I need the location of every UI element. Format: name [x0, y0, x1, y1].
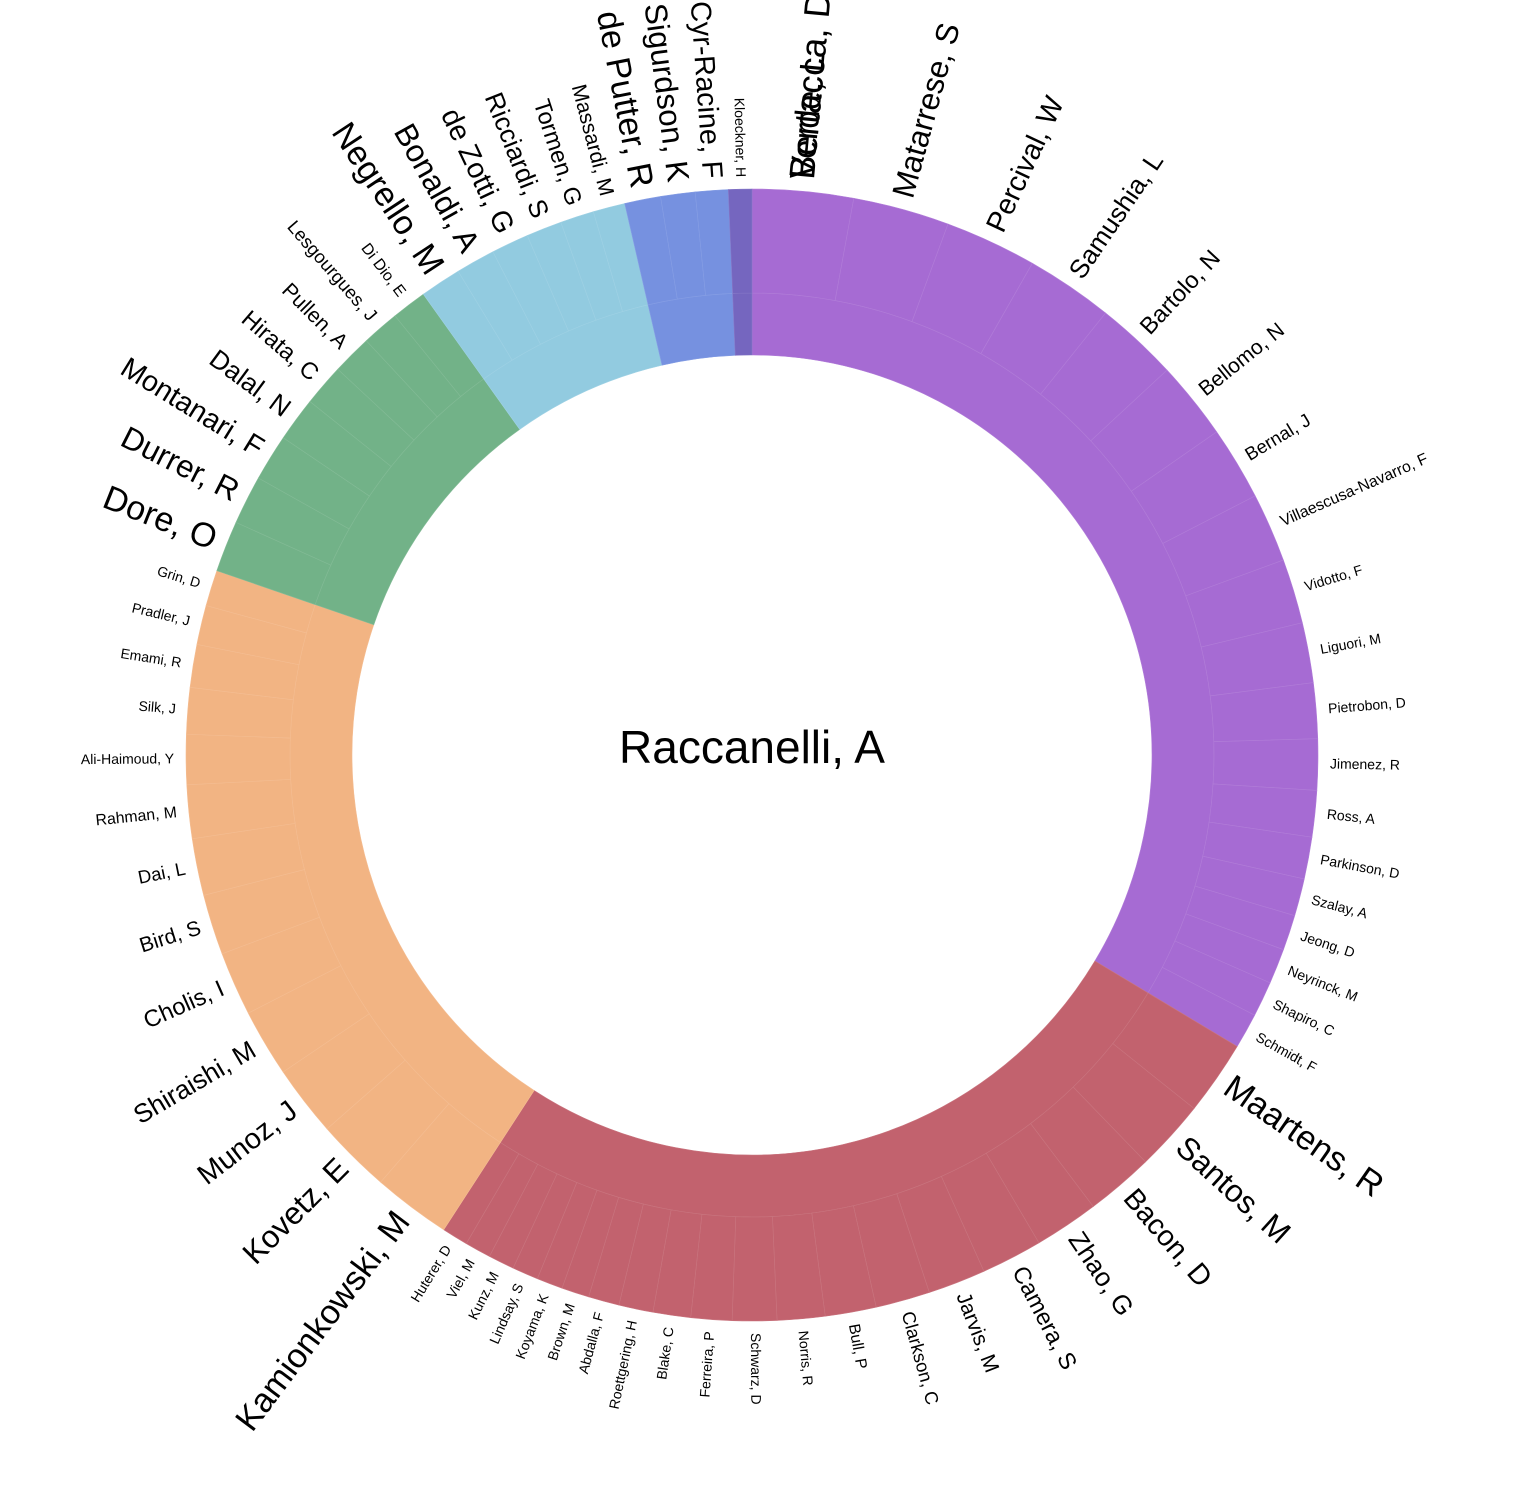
author-label[interactable]: Villaescusa-Navarro, F: [1278, 450, 1431, 530]
author-label[interactable]: Schmidt, F: [1253, 1029, 1319, 1076]
author-label[interactable]: Pietrobon, D: [1327, 694, 1406, 716]
author-label[interactable]: Shapiro, C: [1271, 996, 1338, 1039]
author-label[interactable]: Bertacca, D: [781, 0, 839, 181]
author-label[interactable]: Santos, M: [1169, 1129, 1297, 1250]
author-label[interactable]: Abdalla, F: [575, 1310, 607, 1375]
author-arc[interactable]: [731, 1216, 778, 1322]
author-label[interactable]: Neyrinck, M: [1286, 962, 1361, 1004]
author-label[interactable]: Silk, J: [138, 698, 176, 717]
author-arc[interactable]: [185, 733, 291, 786]
author-label[interactable]: Ferreira, P: [696, 1331, 717, 1398]
author-label[interactable]: Parkinson, D: [1319, 851, 1401, 881]
author-label[interactable]: Percival, W: [980, 91, 1071, 237]
author-label[interactable]: Clarkson, C: [898, 1309, 944, 1407]
author-label[interactable]: Bellomo, N: [1194, 319, 1288, 401]
author-label[interactable]: Blake, C: [653, 1326, 676, 1381]
author-arc[interactable]: [727, 188, 753, 294]
author-label[interactable]: Emami, R: [119, 645, 182, 670]
author-label[interactable]: Schwarz, D: [748, 1333, 764, 1405]
author-label[interactable]: Ali-Haimoud, Y: [81, 750, 175, 767]
author-label[interactable]: Kloeckner, H: [732, 98, 750, 178]
center-author-label: Raccanelli, A: [619, 721, 885, 773]
author-label[interactable]: Jarvis, M: [951, 1289, 1003, 1376]
author-label[interactable]: Viel, M: [443, 1256, 478, 1301]
author-label[interactable]: Bartolo, N: [1135, 245, 1225, 340]
author-label[interactable]: Liguori, M: [1319, 630, 1382, 657]
author-label[interactable]: Shiraishi, M: [128, 1034, 261, 1129]
author-label[interactable]: Rahman, M: [95, 804, 178, 829]
author-label[interactable]: Dai, L: [136, 858, 187, 888]
author-label[interactable]: Bernal, J: [1241, 409, 1314, 464]
ring-segments: [185, 188, 1319, 1322]
author-label[interactable]: Bacon, D: [1117, 1183, 1218, 1294]
author-label[interactable]: Norris, R: [796, 1330, 817, 1386]
author-label[interactable]: Szalay, A: [1310, 891, 1370, 921]
author-label[interactable]: Bird, S: [137, 917, 204, 958]
author-label[interactable]: Samushia, L: [1063, 147, 1170, 284]
author-label[interactable]: Jimenez, R: [1330, 755, 1400, 772]
author-label[interactable]: Pradler, J: [130, 599, 191, 628]
author-label[interactable]: Munoz, J: [192, 1095, 304, 1192]
author-label[interactable]: Camera, S: [1006, 1262, 1081, 1374]
author-label[interactable]: Vidotto, F: [1303, 561, 1365, 594]
author-label[interactable]: Roettgering, H: [606, 1319, 640, 1411]
author-label[interactable]: Ross, A: [1326, 806, 1376, 827]
author-label[interactable]: Brown, M: [544, 1301, 578, 1362]
author-label[interactable]: Matarrese, S: [886, 19, 967, 202]
author-label[interactable]: Kovetz, E: [236, 1151, 356, 1271]
author-label[interactable]: Bull, P: [845, 1323, 870, 1371]
author-label[interactable]: Grin, D: [155, 563, 202, 591]
author-label[interactable]: Zhao, G: [1063, 1226, 1141, 1321]
author-label[interactable]: Cholis, I: [140, 976, 228, 1034]
group-arc-blue[interactable]: [647, 293, 736, 366]
group-arc-violet[interactable]: [732, 292, 753, 356]
author-arc[interactable]: [1212, 738, 1319, 791]
author-label[interactable]: Jeong, D: [1299, 928, 1357, 961]
